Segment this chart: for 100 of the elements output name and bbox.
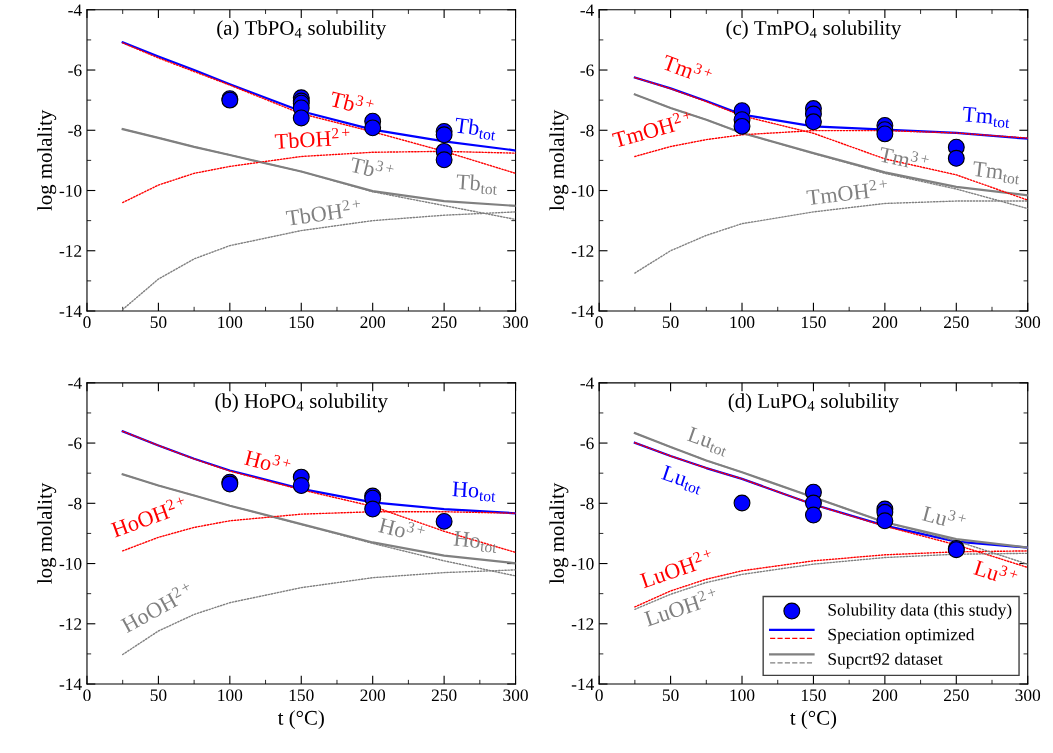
x-tick-label: 250 xyxy=(431,316,457,329)
point xyxy=(876,125,894,143)
y-tick-label: -14 xyxy=(59,678,82,691)
y-tick-label: -6 xyxy=(68,437,82,450)
annotation: TbOH$^{2+}$ xyxy=(274,127,351,150)
x-tick-label: 250 xyxy=(944,316,969,329)
point xyxy=(435,151,453,169)
annotation: HoOH$^{2+}$ xyxy=(109,494,188,538)
y-tick-label: -4 xyxy=(68,4,82,16)
point xyxy=(804,506,822,524)
x-tick-label: 0 xyxy=(595,316,603,329)
x-tick-label: 200 xyxy=(360,316,386,329)
point xyxy=(364,500,382,518)
y-tick-label: -10 xyxy=(59,558,82,570)
point xyxy=(292,109,310,127)
point xyxy=(292,477,310,495)
y-tick-label: -4 xyxy=(580,377,595,389)
x-tick-label: 200 xyxy=(872,316,898,329)
annotation: Tb$_{tot}$ xyxy=(454,116,497,141)
point xyxy=(435,126,453,144)
x-tick-label: 50 xyxy=(150,689,167,702)
annotation: LuOH$^{2+}$ xyxy=(638,547,715,589)
x-tick-label: 50 xyxy=(662,316,679,329)
point xyxy=(364,119,382,137)
annotation: HoOH$^{2+}$ xyxy=(118,580,195,634)
annotation: TbOH$^{2+}$ xyxy=(285,198,362,226)
y-axis-title: log molality xyxy=(37,109,57,211)
y-tick-label: -12 xyxy=(571,618,594,630)
annotation: Lu$^{3+}$ xyxy=(921,503,967,532)
y-tick-label: -10 xyxy=(571,184,594,197)
annotation: Tb$^{3+}$ xyxy=(329,88,375,117)
chart-title: (a) TbPO$_{4}$ solubility xyxy=(217,20,387,40)
annotation: TmOH$^{2+}$ xyxy=(611,109,694,148)
legend-label: Speciation optimized xyxy=(828,628,975,644)
x-tick-label: 50 xyxy=(150,316,167,329)
x-tick-label: 300 xyxy=(503,689,528,702)
y-tick-label: -8 xyxy=(68,124,82,137)
y-tick-label: -6 xyxy=(580,437,594,450)
x-tick-label: 100 xyxy=(730,689,755,702)
y-tick-label: -12 xyxy=(59,245,82,257)
x-tick-label: 100 xyxy=(218,689,243,702)
point xyxy=(804,113,822,131)
y-tick-label: -6 xyxy=(580,64,594,77)
point xyxy=(733,117,751,135)
x-tick-label: 150 xyxy=(801,689,826,702)
legend-label: Supcrt92 dataset xyxy=(828,652,943,669)
y-axis-title: log molality xyxy=(549,482,569,584)
y-tick-label: -14 xyxy=(59,305,82,318)
annotation: Ho$^{3+}$ xyxy=(243,447,292,476)
x-tick-label: 0 xyxy=(83,689,91,702)
annotation: Lu$_{tot}$ xyxy=(685,426,730,457)
x-tick-label: 250 xyxy=(431,689,457,702)
annotation: Tb$_{tot}$ xyxy=(455,173,498,195)
annotation: Tb$^{3+}$ xyxy=(349,154,395,182)
y-tick-label: -10 xyxy=(571,558,594,570)
x-tick-label: 100 xyxy=(218,316,243,329)
y-tick-label: -6 xyxy=(68,64,82,77)
y-axis-title: log molality xyxy=(549,109,569,211)
y-tick-label: -8 xyxy=(68,497,82,510)
annotation: Ho$_{tot}$ xyxy=(453,530,498,554)
y-tick-label: -12 xyxy=(571,245,594,257)
x-tick-label: 200 xyxy=(872,689,898,702)
x-axis-title: t (°C) xyxy=(790,710,837,730)
annotation: Lu$^{3+}$ xyxy=(973,557,1019,588)
x-tick-label: 300 xyxy=(503,316,528,329)
y-tick-label: -14 xyxy=(571,678,595,691)
annotation: Lu$_{tot}$ xyxy=(660,465,705,495)
point xyxy=(435,512,453,530)
chart-title: (c) TmPO$_{4}$ solubility xyxy=(726,20,902,40)
y-tick-label: -8 xyxy=(580,497,594,510)
legend-label: Solubility data (this study) xyxy=(828,603,1012,620)
y-tick-label: -4 xyxy=(68,377,82,389)
x-tick-label: 300 xyxy=(1015,316,1041,329)
x-tick-label: 0 xyxy=(83,316,91,329)
point xyxy=(947,149,965,167)
x-tick-label: 0 xyxy=(595,689,603,702)
annotation: Tm$_{tot}$ xyxy=(962,106,1011,129)
x-tick-label: 150 xyxy=(289,316,314,329)
chart-title: (d) LuPO$_{4}$ solubility xyxy=(728,393,899,413)
x-tick-label: 250 xyxy=(944,689,969,702)
y-tick-label: -12 xyxy=(59,618,82,630)
point xyxy=(876,512,894,530)
y-tick-label: -10 xyxy=(59,184,82,197)
x-axis-title: t (°C) xyxy=(277,710,324,730)
y-tick-label: -8 xyxy=(580,124,594,137)
y-tick-label: -4 xyxy=(580,4,595,16)
y-tick-label: -14 xyxy=(571,305,595,318)
y-axis-title: log molality xyxy=(37,482,57,584)
annotation: Tm$_{tot}$ xyxy=(971,161,1021,185)
annotation: TmOH$^{2+}$ xyxy=(805,178,889,206)
point xyxy=(733,494,751,512)
x-tick-label: 100 xyxy=(730,316,755,329)
x-tick-label: 150 xyxy=(289,689,314,702)
annotation: Tm$^{3+}$ xyxy=(878,144,930,172)
chart-title: (b) HoPO$_{4}$ solubility xyxy=(215,393,388,413)
annotation: Ho$^{3+}$ xyxy=(378,514,426,543)
annotation: Tm$^{3+}$ xyxy=(661,52,714,86)
x-tick-label: 300 xyxy=(1015,689,1041,702)
x-tick-label: 150 xyxy=(801,316,826,329)
x-tick-label: 200 xyxy=(360,689,386,702)
